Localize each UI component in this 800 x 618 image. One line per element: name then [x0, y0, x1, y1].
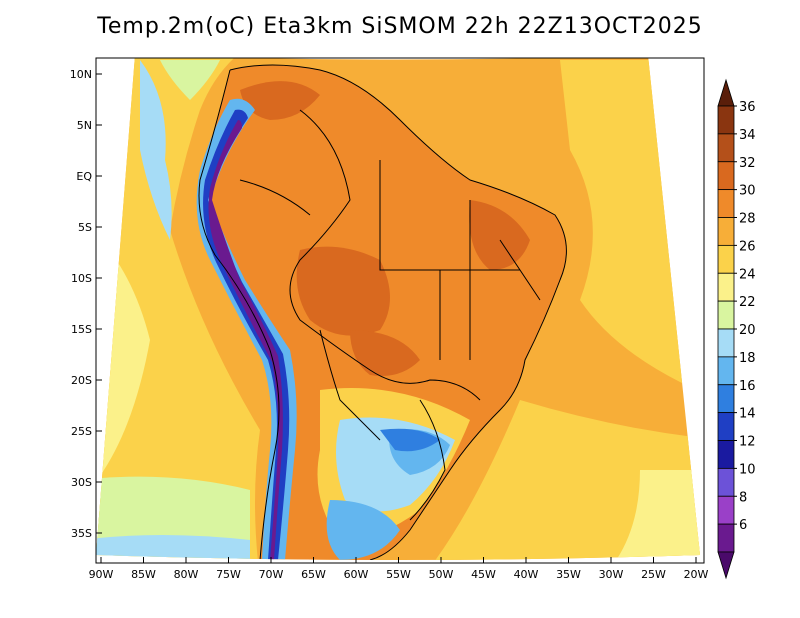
- longitude-tick-label: 75W: [216, 568, 241, 581]
- longitude-tick-label: 60W: [344, 568, 369, 581]
- colorbar-segment: [717, 133, 735, 163]
- colorbar-segment: [717, 440, 735, 469]
- andes-coldest-ridge: [208, 120, 283, 560]
- andes-cold-band: [203, 109, 290, 560]
- latitude-tick-label: 5N: [77, 119, 92, 132]
- colorbar-label: 12: [739, 435, 756, 450]
- longitude-tick-label: 40W: [514, 568, 539, 581]
- colorbar-top-arrow: [717, 78, 735, 107]
- longitude-tick-label: 80W: [174, 568, 199, 581]
- colorbar-label: 10: [739, 462, 756, 477]
- colorbar-label: 36: [739, 100, 756, 115]
- colorbar-label: 16: [739, 379, 756, 394]
- latitude-tick-label: 5S: [78, 221, 92, 234]
- colorbar-segment: [717, 300, 735, 330]
- colorbar-label: 18: [739, 351, 756, 366]
- colorbar-segment: [717, 384, 735, 414]
- colorbar-segment: [717, 189, 735, 218]
- colorbar-segment: [717, 523, 735, 553]
- pacific-coastline: [198, 69, 280, 560]
- longitude-tick-label: 65W: [301, 568, 326, 581]
- longitude-tick-label: 55W: [386, 568, 411, 581]
- colorbar-segment: [717, 161, 735, 191]
- colorbar-label: 30: [739, 184, 756, 199]
- colorbar-label: 26: [739, 239, 756, 254]
- latitude-tick-label: 30S: [71, 476, 92, 489]
- longitude-tick-label: 25W: [641, 568, 666, 581]
- colorbar-label: 32: [739, 156, 756, 171]
- colorbar-label: 34: [739, 128, 756, 143]
- colorbar-label: 8: [739, 490, 747, 505]
- country-borders: [198, 64, 567, 560]
- pacific-south-area: [96, 476, 250, 560]
- colorbar-segment: [717, 272, 735, 302]
- latitude-tick-label: 35S: [71, 527, 92, 540]
- serra-geral-cold: [380, 428, 440, 452]
- central-america-cool-area: [160, 60, 220, 100]
- map-title: Temp.2m(oC) Eta3km SiSMOM 22h 22Z13OCT20…: [97, 14, 703, 39]
- latitude-tick-label: 10N: [70, 68, 92, 81]
- pacific-coastal-cold-area: [140, 60, 172, 240]
- bolivia-paraguay-border: [319, 329, 381, 441]
- colorbar-segment: [717, 495, 735, 525]
- hot-patch-northeast: [469, 200, 530, 270]
- longitude-tick-label: 50W: [429, 568, 454, 581]
- colorbar-segment: [717, 356, 735, 386]
- brazil-state-borders-ne: [440, 200, 541, 360]
- longitude-tick-label: 30W: [599, 568, 624, 581]
- colorbar-label: 14: [739, 407, 756, 422]
- colorbar: 36 34 32 30 28 26 24 22 20 18 16 14 12 10 8 6: [717, 78, 756, 580]
- temperature-field: [96, 58, 700, 560]
- ocean-cool-area-southeast: [600, 470, 700, 560]
- longitude-tick-label: 35W: [556, 568, 581, 581]
- colorbar-label: 22: [739, 295, 756, 310]
- brazil-west-border: [289, 109, 481, 401]
- latitude-tick-label: 10S: [71, 272, 92, 285]
- colorbar-segment: [717, 412, 735, 441]
- peru-border: [239, 179, 311, 216]
- uruguay-border: [409, 399, 446, 521]
- colorbar-label: 20: [739, 323, 756, 338]
- latitude-axis: 10N 5N EQ 5S 10S 15S 20S 25S 30S 35S: [70, 68, 102, 540]
- longitude-axis: 90W 85W 80W 75W 70W 65W 60W 55W 50W 45W 40W 35W 30W 2…: [89, 557, 709, 581]
- colorbar-segment: [717, 217, 735, 246]
- map-frame: [95, 57, 705, 564]
- hot-patch-bolivia: [296, 246, 390, 336]
- colorbar-label: 24: [739, 267, 756, 282]
- latitude-tick-label: 20S: [71, 374, 92, 387]
- colorbar-segment: [717, 244, 735, 274]
- colorbar-label: 28: [739, 212, 756, 227]
- andes-cool-band: [196, 98, 297, 560]
- patagonia-cold: [326, 500, 400, 560]
- brazil-state-borders: [379, 160, 441, 360]
- latitude-tick-label: 25S: [71, 425, 92, 438]
- longitude-tick-label: 45W: [471, 568, 496, 581]
- colorbar-segment: [717, 328, 735, 358]
- longitude-tick-label: 20W: [684, 568, 709, 581]
- longitude-tick-label: 90W: [89, 568, 114, 581]
- colorbar-label: 6: [739, 518, 747, 533]
- latitude-tick-label: 15S: [71, 323, 92, 336]
- latitude-tick-label: EQ: [76, 170, 92, 183]
- colorbar-segment: [717, 105, 735, 135]
- longitude-tick-label: 70W: [259, 568, 284, 581]
- colorbar-bottom-arrow: [717, 551, 735, 580]
- colorbar-segment: [717, 467, 735, 497]
- atlantic-coastline: [229, 64, 567, 560]
- hot-patch-pantanal: [350, 330, 420, 376]
- longitude-tick-label: 85W: [131, 568, 156, 581]
